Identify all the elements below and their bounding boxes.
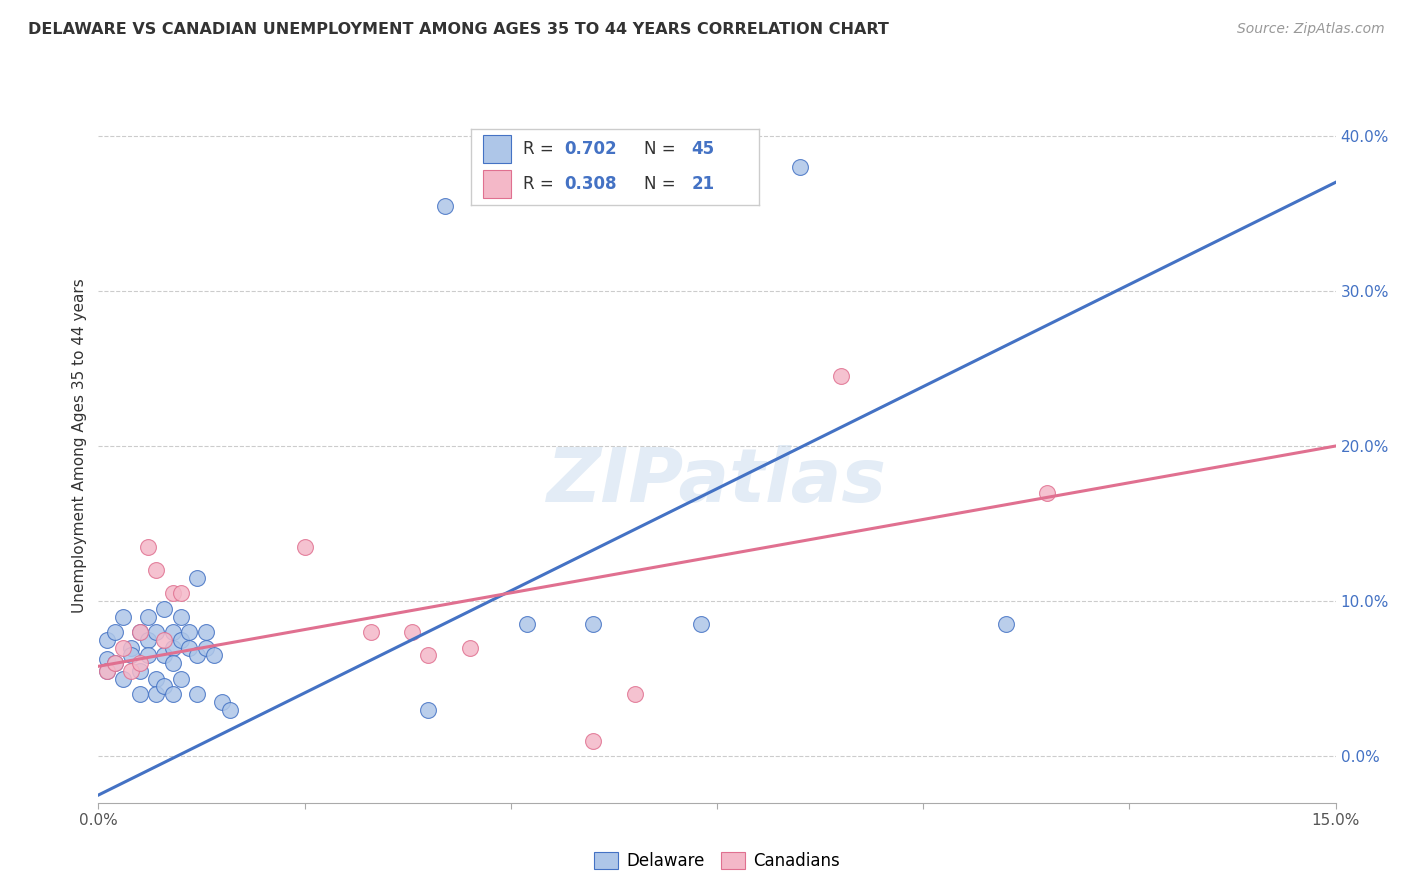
- Point: [145, 687, 167, 701]
- Point: [516, 617, 538, 632]
- Point: [294, 540, 316, 554]
- Point: [104, 656, 127, 670]
- Point: [170, 609, 193, 624]
- Point: [458, 640, 481, 655]
- Point: [994, 617, 1017, 632]
- Text: Source: ZipAtlas.com: Source: ZipAtlas.com: [1237, 22, 1385, 37]
- Point: [162, 687, 184, 701]
- Point: [104, 656, 127, 670]
- Point: [96, 664, 118, 678]
- Point: [145, 625, 167, 640]
- Point: [401, 625, 423, 640]
- Text: R =: R =: [523, 175, 560, 193]
- Text: 0.308: 0.308: [565, 175, 617, 193]
- Point: [112, 640, 135, 655]
- Point: [689, 617, 711, 632]
- Point: [128, 687, 150, 701]
- Point: [623, 687, 645, 701]
- Point: [96, 632, 118, 647]
- Point: [145, 672, 167, 686]
- Text: ZIPatlas: ZIPatlas: [547, 445, 887, 518]
- Point: [433, 198, 456, 212]
- Point: [360, 625, 382, 640]
- Point: [112, 609, 135, 624]
- Point: [153, 602, 176, 616]
- Text: 21: 21: [692, 175, 714, 193]
- Point: [128, 664, 150, 678]
- Point: [128, 625, 150, 640]
- Y-axis label: Unemployment Among Ages 35 to 44 years: Unemployment Among Ages 35 to 44 years: [72, 278, 87, 614]
- Text: DELAWARE VS CANADIAN UNEMPLOYMENT AMONG AGES 35 TO 44 YEARS CORRELATION CHART: DELAWARE VS CANADIAN UNEMPLOYMENT AMONG …: [28, 22, 889, 37]
- Text: N =: N =: [644, 175, 681, 193]
- Text: R =: R =: [523, 140, 560, 158]
- Point: [194, 640, 217, 655]
- Point: [186, 648, 208, 663]
- Point: [128, 625, 150, 640]
- Point: [830, 369, 852, 384]
- Point: [170, 672, 193, 686]
- Point: [418, 648, 440, 663]
- Point: [219, 703, 242, 717]
- Point: [499, 183, 522, 197]
- Point: [120, 640, 142, 655]
- Point: [582, 733, 605, 747]
- Point: [96, 651, 118, 665]
- Point: [582, 617, 605, 632]
- Point: [194, 625, 217, 640]
- Point: [162, 640, 184, 655]
- Point: [1036, 485, 1059, 500]
- Point: [202, 648, 225, 663]
- Legend: Delaware, Canadians: Delaware, Canadians: [588, 845, 846, 877]
- Point: [170, 586, 193, 600]
- Point: [179, 640, 201, 655]
- Point: [418, 703, 440, 717]
- Point: [179, 625, 201, 640]
- Point: [145, 563, 167, 577]
- Point: [153, 648, 176, 663]
- Point: [112, 672, 135, 686]
- Bar: [482, 136, 512, 162]
- Point: [162, 586, 184, 600]
- Point: [96, 664, 118, 678]
- Point: [136, 609, 159, 624]
- Point: [162, 656, 184, 670]
- Text: 45: 45: [692, 140, 714, 158]
- Point: [211, 695, 233, 709]
- Point: [186, 571, 208, 585]
- Point: [120, 648, 142, 663]
- Point: [136, 648, 159, 663]
- Point: [162, 625, 184, 640]
- Text: N =: N =: [644, 140, 681, 158]
- Point: [136, 632, 159, 647]
- Point: [153, 632, 176, 647]
- Point: [136, 540, 159, 554]
- Point: [104, 625, 127, 640]
- Text: 0.702: 0.702: [565, 140, 617, 158]
- Point: [153, 680, 176, 694]
- Bar: [482, 170, 512, 198]
- Point: [186, 687, 208, 701]
- Point: [170, 632, 193, 647]
- Point: [120, 664, 142, 678]
- Point: [789, 160, 811, 174]
- Point: [128, 656, 150, 670]
